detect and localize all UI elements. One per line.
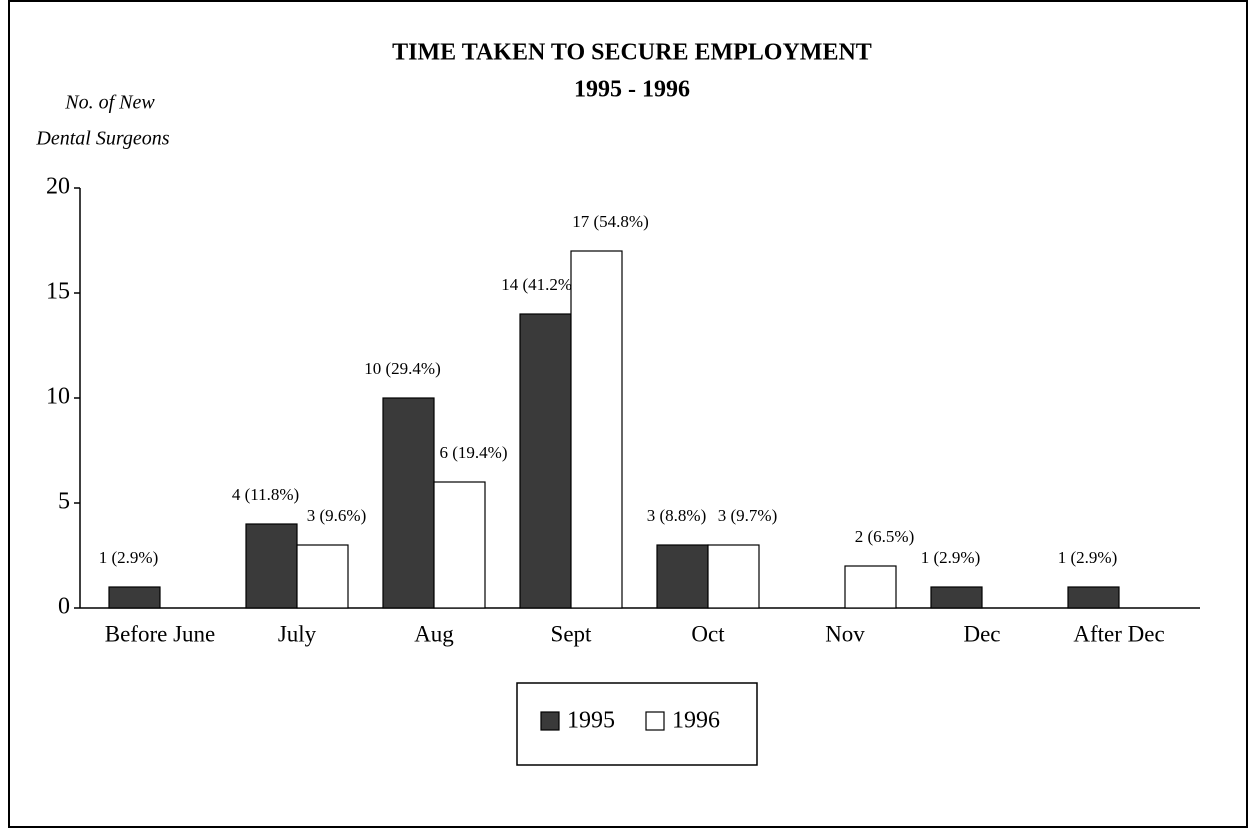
bar [707, 544, 760, 609]
y-axis-label: No. of New [64, 92, 155, 114]
value-label: 3 (9.7%) [718, 506, 777, 525]
value-label: 10 (29.4%) [364, 359, 440, 378]
bar [245, 523, 298, 609]
legend-label: 1995 [567, 708, 615, 734]
chart-title: TIME TAKEN TO SECURE EMPLOYMENT [392, 40, 872, 66]
value-label: 6 (19.4%) [440, 443, 508, 462]
bar [656, 544, 709, 609]
frame [8, 0, 1248, 828]
value-label: 4 (11.8%) [232, 485, 299, 504]
bar [433, 481, 486, 609]
legend-label: 1996 [672, 708, 720, 734]
bar [1067, 586, 1120, 609]
bar [570, 250, 623, 609]
bar [519, 313, 572, 609]
x-tick-label: Aug [414, 621, 454, 646]
y-tick-label: 0 [58, 594, 70, 620]
y-tick-label: 15 [46, 279, 70, 305]
value-label: 1 (2.9%) [921, 548, 980, 567]
x-tick-label: Nov [825, 621, 865, 646]
y-tick-label: 10 [46, 384, 70, 410]
value-label: 14 (41.2%) [501, 275, 577, 294]
x-tick-label: Sept [551, 621, 593, 646]
bar [930, 586, 983, 609]
bar [382, 397, 435, 609]
legend-swatch [645, 711, 665, 731]
y-tick-label: 20 [46, 174, 70, 200]
x-tick-label: After Dec [1073, 621, 1164, 646]
bar [844, 565, 897, 609]
value-label: 17 (54.8%) [572, 212, 648, 231]
value-label: 2 (6.5%) [855, 527, 914, 546]
x-tick-label: Oct [691, 621, 725, 646]
value-label: 3 (9.6%) [307, 506, 366, 525]
y-tick-label: 5 [58, 489, 70, 515]
value-label: 1 (2.9%) [99, 548, 158, 567]
x-tick-label: Dec [963, 621, 1000, 646]
legend-swatch [540, 711, 560, 731]
bar [296, 544, 349, 609]
x-tick-label: Before June [105, 621, 216, 646]
y-axis-label: Dental Surgeons [35, 128, 169, 150]
bar [108, 586, 161, 609]
value-label: 3 (8.8%) [647, 506, 706, 525]
value-label: 1 (2.9%) [1058, 548, 1117, 567]
chart-subtitle: 1995 - 1996 [574, 77, 690, 103]
x-tick-label: July [278, 621, 317, 646]
